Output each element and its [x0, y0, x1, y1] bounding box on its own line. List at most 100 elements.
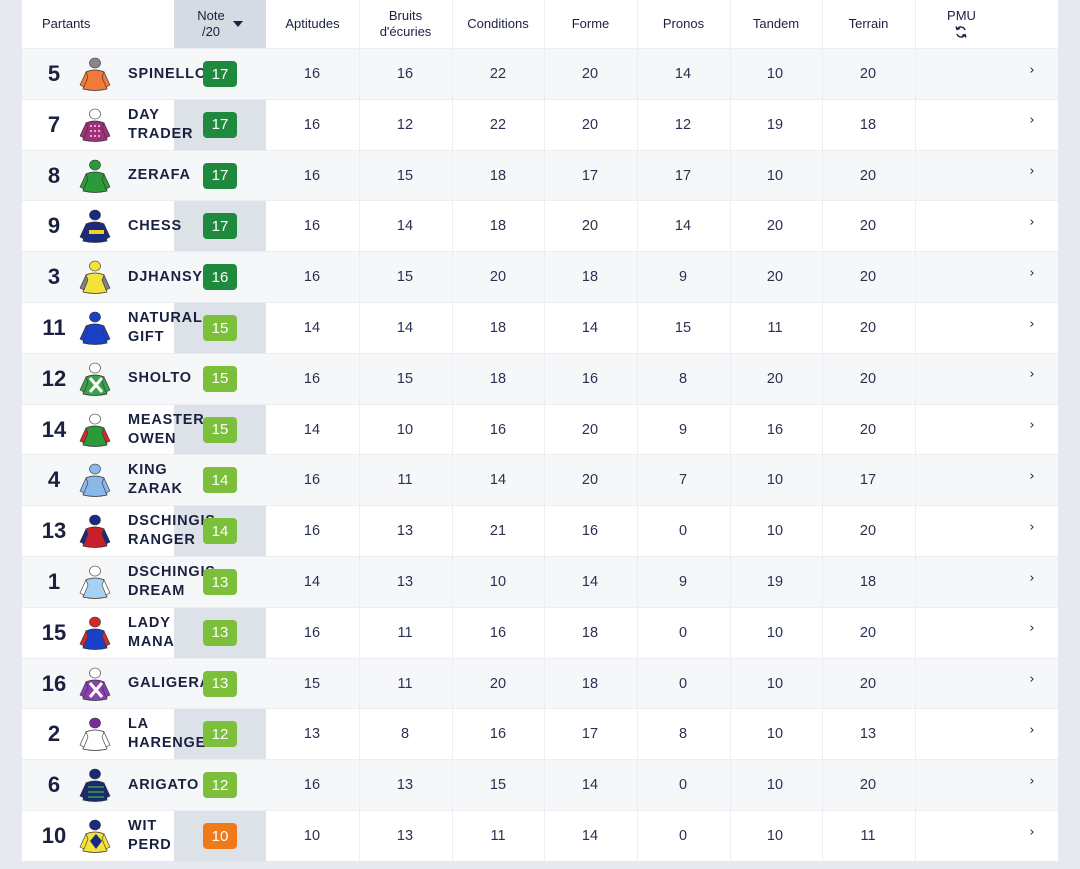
score-tandem: 10 — [766, 777, 784, 794]
horse-name[interactable]: DAY TRADER — [128, 106, 194, 142]
score-terrain: 20 — [859, 421, 877, 438]
jockey-silk-icon — [78, 463, 112, 499]
header-note-scale: /20 — [201, 24, 221, 39]
refresh-icon[interactable] — [947, 25, 976, 41]
header-conditions[interactable]: Conditions — [467, 16, 529, 31]
score-tandem: 16 — [766, 421, 784, 438]
note-badge: 13 — [203, 619, 237, 646]
score-tandem: 19 — [766, 574, 784, 590]
horse-name[interactable]: NATURAL GIFT — [128, 310, 203, 345]
chevron-right-icon[interactable]: › — [1029, 164, 1035, 180]
header-pronos[interactable]: Pronos — [662, 16, 705, 31]
header-pmu[interactable]: PMU — [915, 0, 1008, 48]
horse-name[interactable]: DSCHINGIS RANGER — [128, 513, 216, 549]
table-row[interactable]: 4 KING ZARAK 14 16 11 14 20 7 10 17 › — [22, 454, 1058, 506]
horse-name[interactable]: KING ZARAK — [128, 462, 183, 498]
header-partants: Partants — [42, 16, 91, 31]
jockey-silk-icon — [78, 413, 112, 449]
chevron-right-icon[interactable]: › — [1029, 316, 1035, 332]
table-row[interactable]: 15 LADY MANA 13 16 11 16 18 0 10 20 › — [22, 606, 1058, 658]
chevron-right-icon[interactable]: › — [1029, 418, 1035, 434]
table-row[interactable]: 8 ZERAFA 17 16 15 18 17 17 10 20 › — [22, 149, 1058, 201]
table-row[interactable]: 6 ARIGATO 12 16 13 15 14 0 10 20 › — [22, 759, 1058, 811]
horse-name[interactable]: DJHANSY — [128, 268, 203, 285]
score-bruits: 13 — [396, 828, 414, 844]
score-conditions: 11 — [490, 828, 506, 844]
jockey-silk-icon — [78, 819, 112, 855]
score-pronos: 9 — [678, 269, 688, 286]
runner-number: 1 — [47, 569, 61, 594]
chevron-right-icon[interactable]: › — [1029, 113, 1035, 129]
runner-number: 3 — [47, 264, 61, 290]
table-row[interactable]: 13 DSCHINGIS RANGER 14 16 13 21 16 0 10 20 › — [22, 505, 1058, 556]
horse-name[interactable]: GALIGERA — [128, 675, 211, 692]
chevron-right-icon[interactable]: › — [1029, 824, 1035, 840]
horse-name[interactable]: SHOLTO — [128, 370, 192, 387]
note-badge: 15 — [203, 416, 237, 443]
chevron-right-icon[interactable]: › — [1029, 62, 1035, 78]
chevron-right-icon[interactable]: › — [1029, 621, 1035, 637]
note-badge: 13 — [203, 569, 237, 595]
runner-number: 9 — [47, 213, 61, 239]
score-forme: 18 — [581, 624, 599, 641]
header-tandem[interactable]: Tandem — [752, 16, 800, 31]
chevron-right-icon[interactable]: › — [1029, 519, 1035, 535]
horse-name[interactable]: SPINELLO — [128, 65, 207, 82]
table-row[interactable]: 14 MEASTER OWEN 15 14 10 16 20 9 16 20 › — [22, 403, 1058, 455]
header-terrain[interactable]: Terrain — [848, 16, 889, 31]
chevron-right-icon[interactable]: › — [1029, 672, 1035, 688]
score-bruits: 14 — [396, 320, 414, 336]
chevron-right-icon[interactable]: › — [1029, 468, 1035, 484]
header-aptitudes[interactable]: Aptitudes — [285, 16, 340, 31]
table-row[interactable]: 9 CHESS 17 16 14 18 20 14 20 20 › — [22, 200, 1058, 251]
score-conditions: 22 — [489, 116, 507, 133]
score-tandem: 10 — [766, 523, 784, 540]
score-forme: 20 — [581, 218, 599, 235]
chevron-right-icon[interactable]: › — [1029, 214, 1035, 230]
note-badge: 10 — [203, 823, 237, 849]
score-conditions: 22 — [489, 66, 507, 82]
horse-name[interactable]: LA HARENGERE — [128, 716, 228, 752]
jockey-silk-icon — [78, 57, 112, 93]
note-badge: 12 — [203, 772, 237, 799]
score-bruits: 13 — [396, 574, 414, 590]
horse-name[interactable]: WIT PERD — [128, 818, 172, 853]
horse-name[interactable]: CHESS — [128, 217, 182, 234]
table-row[interactable]: 16 GALIGERA 13 15 11 20 18 0 10 20 › — [22, 657, 1058, 709]
score-pronos: 9 — [678, 421, 688, 438]
table-row[interactable]: 7 DAY TRADER 17 16 12 22 20 12 19 18 › — [22, 98, 1058, 150]
chevron-right-icon[interactable]: › — [1029, 773, 1035, 789]
table-row[interactable]: 5 SPINELLO 17 16 16 22 20 14 10 20 › — [22, 48, 1058, 99]
table-row[interactable]: 12 SHOLTO 15 16 15 18 16 8 20 20 › — [22, 352, 1058, 404]
score-terrain: 20 — [859, 523, 877, 540]
score-forme: 14 — [581, 828, 599, 844]
header-bruits[interactable]: Bruits d'écuries — [359, 0, 452, 48]
score-bruits: 16 — [396, 66, 414, 82]
horse-name[interactable]: ARIGATO — [128, 776, 200, 793]
table-row[interactable]: 11 NATURAL GIFT 15 14 14 18 14 15 11 20 › — [22, 302, 1058, 353]
note-badge: 16 — [203, 264, 237, 291]
score-aptitudes: 15 — [303, 675, 321, 692]
header-note-sort[interactable]: Note /20 — [174, 0, 266, 48]
chevron-right-icon[interactable]: › — [1029, 367, 1035, 383]
note-badge: 12 — [203, 721, 237, 748]
score-bruits: 13 — [396, 777, 414, 794]
score-aptitudes: 16 — [303, 777, 321, 794]
table-row[interactable]: 2 LA HARENGERE 12 13 8 16 17 8 10 13 › — [22, 708, 1058, 759]
table-row[interactable]: 3 DJHANSY 16 16 15 20 18 9 20 20 › — [22, 251, 1058, 303]
score-conditions: 10 — [489, 574, 507, 590]
chevron-right-icon[interactable]: › — [1029, 570, 1035, 586]
horse-name[interactable]: LADY MANA — [128, 614, 175, 650]
score-tandem: 10 — [766, 675, 784, 692]
header-forme[interactable]: Forme — [571, 16, 610, 31]
table-row[interactable]: 1 DSCHINGIS DREAM 13 14 13 10 14 9 19 18 › — [22, 556, 1058, 607]
horse-name[interactable]: DSCHINGIS DREAM — [128, 564, 216, 599]
chevron-right-icon[interactable]: › — [1029, 265, 1035, 281]
table-row[interactable]: 10 WIT PERD 10 10 13 11 14 0 10 11 › — [22, 810, 1058, 861]
horse-name[interactable]: MEASTER OWEN — [128, 411, 205, 447]
horse-name[interactable]: ZERAFA — [128, 167, 191, 184]
runner-number: 15 — [41, 619, 67, 645]
score-pronos: 0 — [678, 675, 688, 692]
chevron-right-icon[interactable]: › — [1029, 722, 1035, 738]
runner-number: 11 — [42, 315, 66, 340]
